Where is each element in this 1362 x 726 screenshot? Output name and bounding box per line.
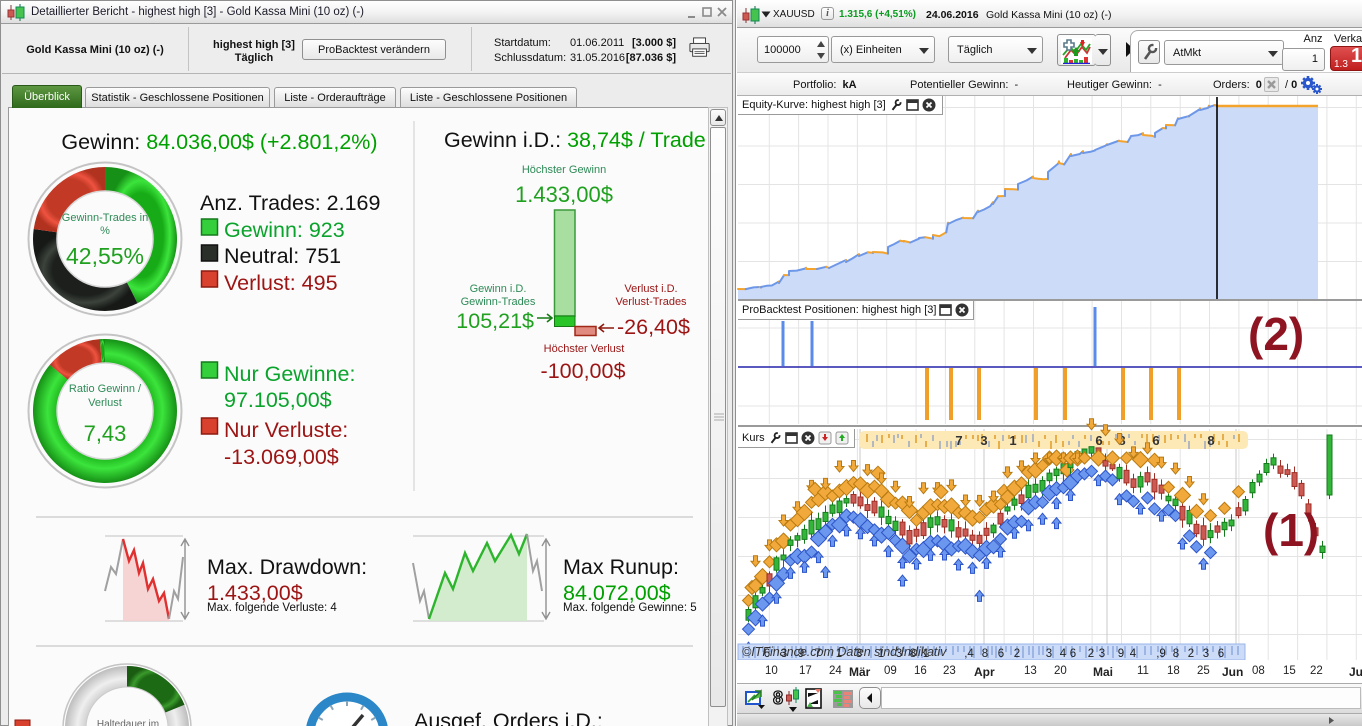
svg-text:8: 8 xyxy=(1173,648,1179,660)
svg-text:9: 9 xyxy=(798,648,804,660)
svg-text:6: 6 xyxy=(1218,648,1224,660)
svg-text:©ITFinance.com Daten sind Indi: ©ITFinance.com Daten sind Indikativ xyxy=(742,645,947,659)
svg-text:6: 6 xyxy=(1095,433,1102,448)
svg-text:3: 3 xyxy=(980,433,987,448)
svg-text:8: 8 xyxy=(773,688,783,708)
svg-text:6: 6 xyxy=(1070,648,1076,660)
svg-text:3: 3 xyxy=(1046,648,1052,660)
svg-text:1: 1 xyxy=(836,648,842,660)
svg-text:1: 1 xyxy=(878,648,884,660)
svg-text:8: 8 xyxy=(1207,433,1214,448)
svg-text:3: 3 xyxy=(1203,648,1209,660)
svg-text:4: 4 xyxy=(1060,648,1067,660)
svg-text:6: 6 xyxy=(764,648,770,660)
svg-text:2: 2 xyxy=(1188,648,1194,660)
svg-text:9: 9 xyxy=(1118,648,1124,660)
svg-text:7: 7 xyxy=(955,433,962,448)
svg-text:3: 3 xyxy=(1099,648,1105,660)
svg-text:,4: ,4 xyxy=(964,648,974,660)
svg-text:3: 3 xyxy=(856,648,862,660)
svg-text:8: 8 xyxy=(982,648,988,660)
svg-text:6: 6 xyxy=(1152,433,1159,448)
svg-text:2: 2 xyxy=(1014,648,1020,660)
svg-text:1: 1 xyxy=(923,648,929,660)
svg-text:2: 2 xyxy=(1088,648,1094,660)
svg-text:4: 4 xyxy=(1130,648,1137,660)
svg-text:7: 7 xyxy=(815,648,821,660)
svg-text:,9: ,9 xyxy=(1156,648,1166,660)
svg-text:6: 6 xyxy=(998,648,1004,660)
svg-text:3: 3 xyxy=(896,648,902,660)
svg-text:8: 8 xyxy=(910,648,916,660)
svg-text:1: 1 xyxy=(1009,433,1016,448)
svg-text:3: 3 xyxy=(781,648,787,660)
